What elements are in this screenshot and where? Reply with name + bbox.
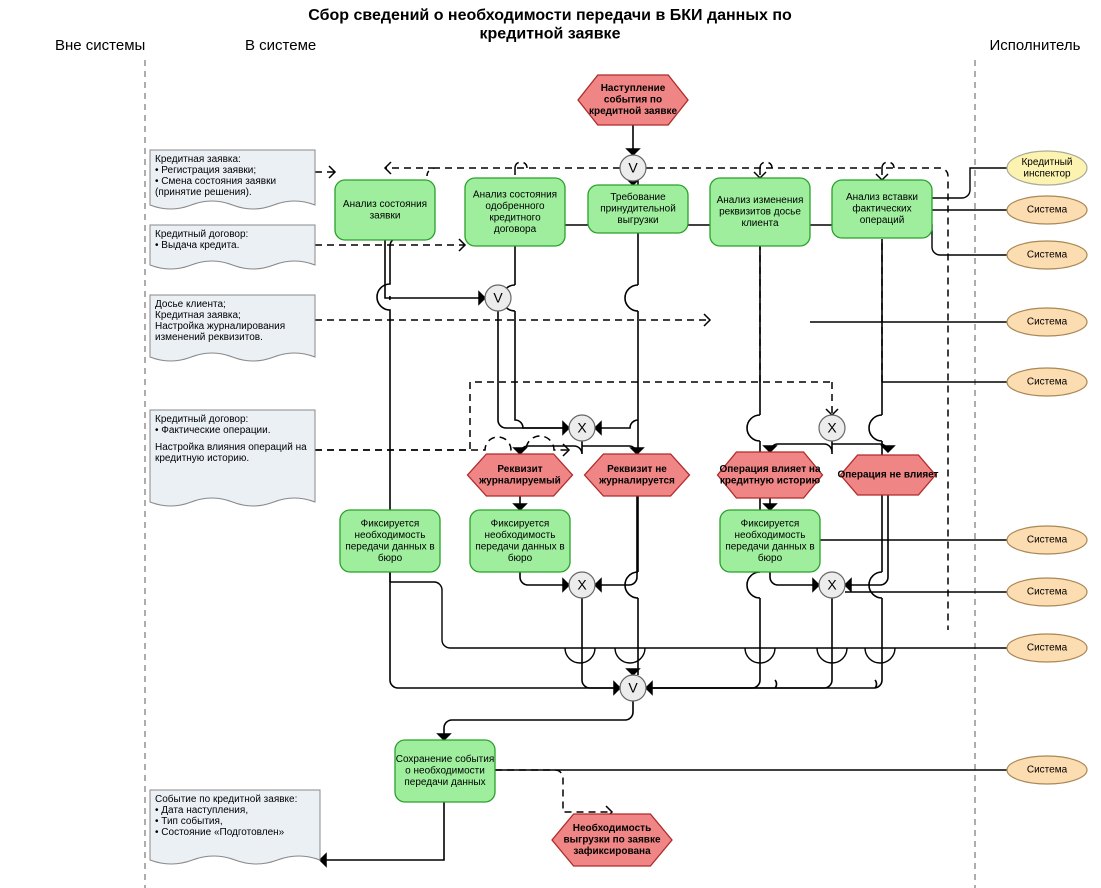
- svg-text:кредитной заявке: кредитной заявке: [589, 106, 678, 117]
- svg-text:Система: Система: [1027, 587, 1068, 598]
- svg-text:реквизитов досье: реквизитов досье: [719, 207, 801, 218]
- svg-text:В системе: В системе: [245, 37, 316, 54]
- svg-text:• Выдача кредита.: • Выдача кредита.: [155, 240, 239, 251]
- svg-text:Кредитный: Кредитный: [1021, 157, 1072, 168]
- svg-text:бюро: бюро: [378, 552, 403, 564]
- svg-text:• Регистрация заявки;: • Регистрация заявки;: [155, 165, 256, 176]
- svg-text:фактических: фактических: [852, 203, 911, 215]
- svg-text:Система: Система: [1027, 250, 1068, 261]
- svg-text:Событие по кредитной заявке:: Событие по кредитной заявке:: [155, 793, 297, 805]
- svg-text:события по: события по: [604, 94, 662, 106]
- svg-text:Операция не влияет: Операция не влияет: [837, 470, 938, 481]
- svg-text:журналируемый: журналируемый: [478, 475, 561, 486]
- svg-text:Операция влияет на: Операция влияет на: [719, 464, 820, 475]
- svg-text:принудительной: принудительной: [600, 204, 676, 215]
- svg-text:Система: Система: [1027, 765, 1068, 776]
- svg-text:Сохранение события: Сохранение события: [396, 753, 495, 765]
- svg-text:Исполнитель: Исполнитель: [990, 37, 1081, 54]
- svg-text:инспектор: инспектор: [1023, 168, 1071, 179]
- svg-text:зафиксирована: зафиксирована: [573, 845, 651, 857]
- svg-text:X: X: [827, 420, 837, 436]
- svg-text:Необходимость: Необходимость: [573, 822, 651, 834]
- svg-text:о необходимости: о необходимости: [405, 765, 485, 777]
- svg-text:Кредитный договор:: Кредитный договор:: [155, 229, 248, 240]
- svg-text:(принятие решения).: (принятие решения).: [155, 187, 252, 198]
- svg-text:• Дата наступления,: • Дата наступления,: [155, 805, 248, 816]
- svg-text:Система: Система: [1027, 317, 1068, 328]
- svg-text:• Тип события,: • Тип события,: [155, 815, 223, 827]
- svg-text:Наступление: Наступление: [601, 83, 666, 94]
- svg-text:кредитную историю.: кредитную историю.: [155, 453, 249, 464]
- svg-text:передачи данных в: передачи данных в: [725, 541, 814, 552]
- svg-text:одобренного: одобренного: [485, 200, 545, 212]
- svg-text:операций: операций: [860, 215, 905, 226]
- svg-text:• Фактические операции.: • Фактические операции.: [155, 425, 271, 436]
- svg-text:Фиксируется: Фиксируется: [361, 518, 420, 529]
- svg-text:кредитной заявке: кредитной заявке: [480, 25, 621, 42]
- svg-text:Фиксируется: Фиксируется: [491, 518, 550, 529]
- svg-text:Анализ вставки: Анализ вставки: [846, 192, 918, 203]
- svg-text:необходимость: необходимость: [485, 529, 556, 541]
- svg-text:Система: Система: [1027, 377, 1068, 388]
- svg-text:X: X: [577, 420, 587, 436]
- svg-text:Система: Система: [1027, 205, 1068, 216]
- svg-text:X: X: [577, 577, 587, 593]
- svg-text:Система: Система: [1027, 535, 1068, 546]
- svg-text:X: X: [827, 577, 837, 593]
- svg-text:Кредитная заявка;: Кредитная заявка;: [155, 310, 241, 321]
- svg-text:необходимость: необходимость: [355, 529, 426, 541]
- svg-text:необходимость: необходимость: [735, 529, 806, 541]
- svg-text:Сбор сведений о необходимости: Сбор сведений о необходимости передачи в…: [308, 7, 792, 24]
- svg-text:бюро: бюро: [508, 552, 533, 564]
- svg-text:V: V: [628, 160, 638, 176]
- svg-text:V: V: [493, 290, 503, 306]
- svg-text:передачи данных в: передачи данных в: [345, 541, 434, 552]
- svg-text:Досье клиента;: Досье клиента;: [155, 299, 226, 310]
- svg-text:Реквизит: Реквизит: [497, 464, 542, 475]
- svg-text:кредитного: кредитного: [489, 212, 541, 223]
- svg-text:Реквизит не: Реквизит не: [607, 464, 667, 475]
- svg-text:V: V: [628, 680, 638, 696]
- svg-text:Вне системы: Вне системы: [55, 37, 145, 54]
- svg-text:журналируется: журналируется: [598, 475, 675, 486]
- svg-text:Настройка влияния операций на: Настройка влияния операций на: [155, 442, 307, 453]
- svg-text:выгрузки: выгрузки: [617, 215, 658, 226]
- svg-text:Требование: Требование: [610, 191, 666, 203]
- diagram-canvas: Сбор сведений о необходимости передачи в…: [0, 0, 1101, 888]
- svg-text:передачи данных: передачи данных: [404, 777, 485, 788]
- svg-text:• Смена состояния заявки: • Смена состояния заявки: [155, 176, 276, 187]
- svg-text:кредитную историю: кредитную историю: [720, 475, 821, 486]
- svg-text:изменений реквизитов.: изменений реквизитов.: [155, 332, 263, 343]
- svg-text:Анализ изменения: Анализ изменения: [717, 195, 804, 206]
- svg-text:Система: Система: [1027, 643, 1068, 654]
- svg-text:Фиксируется: Фиксируется: [741, 518, 800, 529]
- svg-text:выгрузки по заявке: выгрузки по заявке: [563, 835, 660, 846]
- svg-text:клиента: клиента: [741, 218, 778, 229]
- svg-text:договора: договора: [494, 224, 537, 235]
- svg-text:бюро: бюро: [758, 552, 783, 564]
- svg-text:Анализ состояния: Анализ состояния: [473, 189, 557, 200]
- svg-text:• Состояние «Подготовлен»: • Состояние «Подготовлен»: [155, 827, 285, 838]
- svg-text:Анализ состояния: Анализ состояния: [343, 199, 427, 210]
- svg-text:Кредитный договор:: Кредитный договор:: [155, 414, 248, 425]
- svg-text:Настройка журналирования: Настройка журналирования: [155, 321, 285, 332]
- svg-text:заявки: заявки: [370, 210, 401, 221]
- svg-text:Кредитная заявка:: Кредитная заявка:: [155, 154, 241, 165]
- svg-text:передачи данных в: передачи данных в: [475, 541, 564, 552]
